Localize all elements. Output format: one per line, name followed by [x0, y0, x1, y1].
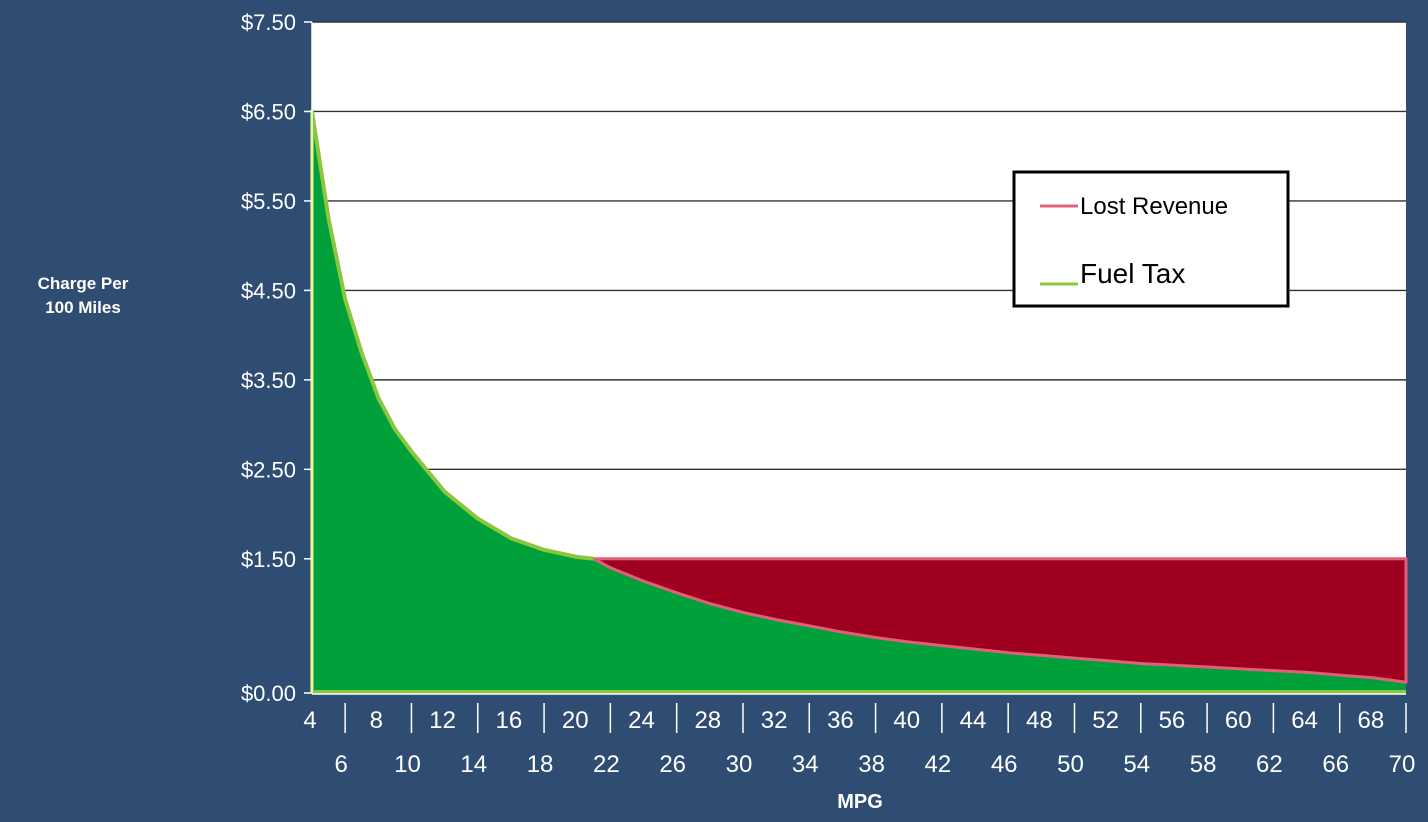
y-tick-label-4: $4.50 — [241, 278, 296, 303]
x-tick-label-30: 30 — [726, 751, 753, 778]
x-tick-label-68: 68 — [1357, 707, 1384, 734]
area-lost-revenue — [592, 557, 1408, 684]
x-tick-label-40: 40 — [893, 707, 920, 734]
x-tick-label-28: 28 — [694, 707, 721, 734]
x-tick-label-22: 22 — [593, 751, 620, 778]
legend-label-fuel-tax: Fuel Tax — [1080, 258, 1185, 289]
y-tick-label-1: $1.50 — [241, 547, 296, 572]
x-tick-label-60: 60 — [1225, 707, 1252, 734]
y-tick-label-0: $0.00 — [241, 681, 296, 706]
x-tick-label-54: 54 — [1123, 751, 1150, 778]
y-tick-labels: $0.00 $1.50 $2.50 $3.50 $4.50 $5.50 $6.50 $7.50 — [241, 10, 296, 706]
x-tick-label-70: 70 — [1389, 751, 1416, 778]
y-tick-label-3: $3.50 — [241, 368, 296, 393]
x-tick-label-52: 52 — [1092, 707, 1119, 734]
x-tick-label-36: 36 — [827, 707, 854, 734]
x-tick-label-42: 42 — [925, 751, 952, 778]
area-fuel-tax — [312, 111, 1406, 693]
y-tick-label-5: $5.50 — [241, 189, 296, 214]
x-axis-label: MPG — [837, 791, 883, 813]
legend: Lost Revenue Fuel Tax — [1012, 170, 1290, 308]
x-tick-label-24: 24 — [628, 707, 655, 734]
x-tick-labels: 4 8 12 16 20 24 28 32 36 40 44 48 52 56 60 64 686 10 14 18 2… — [303, 703, 1415, 778]
x-tick-label-20: 20 — [562, 707, 589, 734]
x-tick-label-16: 16 — [496, 707, 523, 734]
x-tick-label-34: 34 — [792, 751, 819, 778]
area-fills — [312, 111, 1408, 693]
axes — [304, 21, 1406, 695]
x-tick-label-12: 12 — [429, 707, 456, 734]
x-tick-label-58: 58 — [1190, 751, 1217, 778]
x-tick-label-66: 66 — [1322, 751, 1349, 778]
y-axis-label-line2: 100 Miles — [45, 298, 121, 317]
x-tick-label-18: 18 — [527, 751, 554, 778]
x-tick-label-64: 64 — [1291, 707, 1318, 734]
x-tick-label-4: 4 — [303, 707, 316, 734]
x-tick-label-56: 56 — [1159, 707, 1186, 734]
x-tick-label-26: 26 — [659, 751, 686, 778]
y-tick-label-7: $7.50 — [241, 10, 296, 35]
x-tick-label-44: 44 — [960, 707, 987, 734]
x-tick-label-10: 10 — [394, 751, 421, 778]
x-tick-label-8: 8 — [370, 707, 383, 734]
legend-label-lost-revenue: Lost Revenue — [1080, 193, 1228, 220]
x-tick-label-62: 62 — [1256, 751, 1283, 778]
x-tick-label-32: 32 — [761, 707, 788, 734]
series-lines — [310, 109, 1406, 694]
x-tick-label-48: 48 — [1026, 707, 1053, 734]
x-tick-label-14: 14 — [460, 751, 487, 778]
x-tick-label-50: 50 — [1057, 751, 1084, 778]
y-tick-label-2: $2.50 — [241, 457, 296, 482]
y-tick-label-6: $6.50 — [241, 99, 296, 124]
y-axis-label-line1: Charge Per — [38, 274, 129, 293]
line-fuel-tax — [310, 109, 595, 693]
x-tick-label-38: 38 — [858, 751, 885, 778]
legend-box — [1012, 170, 1290, 308]
x-tick-label-46: 46 — [991, 751, 1018, 778]
x-tick-label-6: 6 — [334, 751, 347, 778]
